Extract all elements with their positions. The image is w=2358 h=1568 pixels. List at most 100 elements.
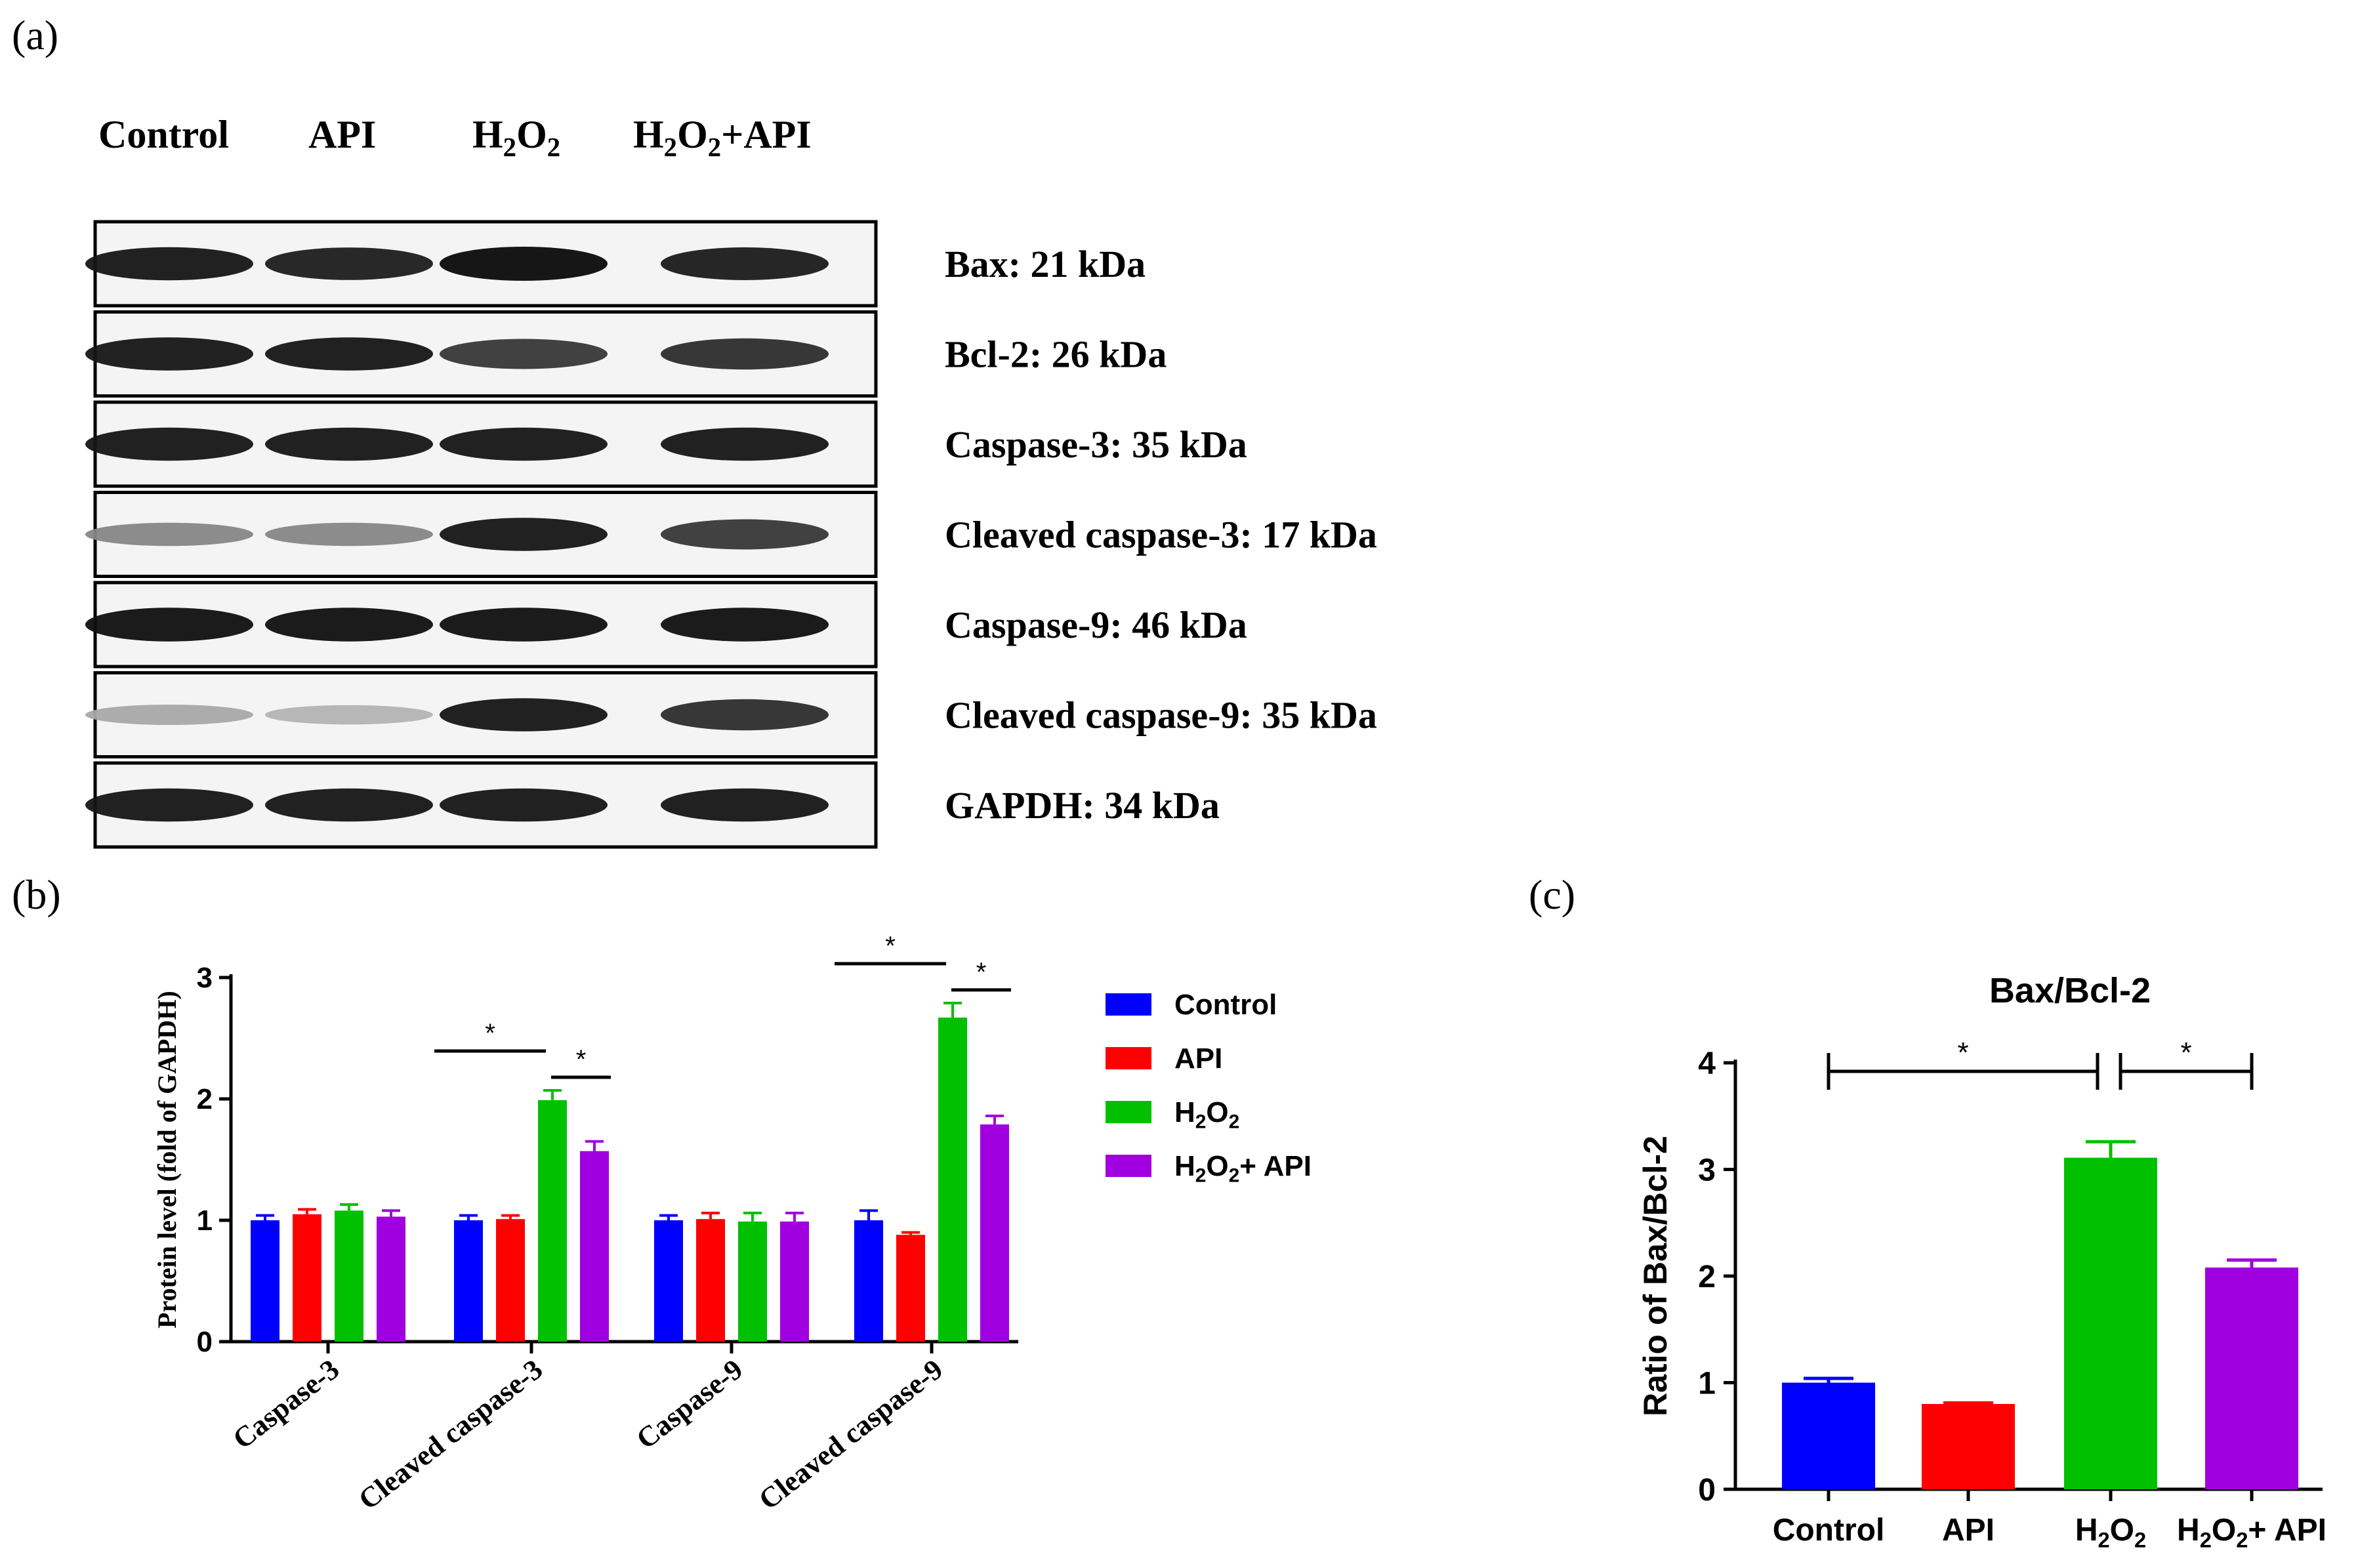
y-axis-label: Ratio of Bax/Bcl-2 — [1637, 1136, 1674, 1416]
legend-label-1-main: API — [1174, 1042, 1222, 1075]
legend-label-3-sub2: 2 — [1229, 1165, 1240, 1187]
legend-label-0: Control — [1174, 989, 1277, 1021]
blot-band — [661, 519, 829, 550]
blot-band — [85, 427, 253, 461]
blot-band — [440, 698, 608, 732]
legend: Control API H2O2 H2O2+ API — [1106, 989, 1312, 1187]
y-tick-label: 4 — [1698, 1046, 1716, 1081]
lane-label-2-sub2: 2 — [547, 133, 560, 162]
significance-star: * — [1957, 1037, 1968, 1069]
legend-label-3: H2O2+ API — [1174, 1150, 1312, 1187]
y-tick-label: 1 — [197, 1205, 213, 1237]
lane-label-2-mid: O — [516, 113, 547, 156]
panel-label-b: (b) — [12, 871, 61, 918]
blot-band — [440, 427, 608, 461]
blot-row — [85, 761, 878, 849]
lane-label-3-sub1: 2 — [664, 133, 677, 162]
blot-band — [85, 522, 253, 547]
legend-swatch — [1106, 993, 1151, 1016]
blot-band — [265, 522, 433, 547]
blot-band — [661, 338, 829, 370]
blot-band — [440, 788, 608, 822]
legend-label-2-sub2: 2 — [1229, 1111, 1240, 1133]
blot-label: GAPDH: 34 kDa — [945, 784, 1220, 827]
blot-band — [661, 427, 829, 461]
bar — [454, 1220, 483, 1342]
blot-band — [265, 427, 433, 461]
x-tick-label-1-main: API — [1942, 1513, 1995, 1548]
legend-label-2-sub1: 2 — [1195, 1111, 1207, 1133]
legend-label-3-mid: O — [1206, 1150, 1228, 1182]
x-tick-label-1: API — [1942, 1513, 1995, 1548]
significance-star: * — [576, 1045, 587, 1074]
blot-row — [85, 220, 878, 308]
bar — [580, 1151, 609, 1342]
bar — [377, 1216, 405, 1342]
lane-label-3-tail: +API — [721, 113, 812, 156]
y-tick-label: 3 — [197, 962, 213, 994]
blot-band — [440, 608, 608, 642]
bar — [538, 1100, 567, 1342]
lane-label-0: Control — [98, 113, 229, 156]
legend-swatch — [1106, 1047, 1151, 1069]
y-tick-label: 2 — [1698, 1260, 1716, 1294]
legend-label-1: API — [1174, 1042, 1222, 1075]
significance-star: * — [976, 958, 987, 987]
legend-label-0-main: Control — [1174, 989, 1277, 1021]
x-tick-label-2-mid: O — [2110, 1513, 2134, 1548]
significance-star: * — [485, 1019, 495, 1048]
y-tick-label: 0 — [1698, 1473, 1716, 1508]
y-tick-label: 2 — [197, 1083, 213, 1115]
y-tick-label: 0 — [197, 1326, 213, 1358]
blot-label: Bax: 21 kDa — [945, 243, 1146, 285]
lane-label-3: H2O2+API — [633, 113, 812, 162]
blot-band — [265, 608, 433, 642]
bar — [938, 1018, 967, 1342]
lane-label-3-mid: O — [677, 113, 708, 156]
blot-band — [265, 247, 433, 280]
blot-band — [265, 337, 433, 371]
significance-star: * — [885, 932, 896, 960]
blot-row — [85, 310, 878, 398]
y-tick-label: 1 — [1698, 1367, 1716, 1401]
bar — [335, 1210, 363, 1342]
blot-label: Caspase-3: 35 kDa — [945, 423, 1247, 466]
x-tick-label-2-sub2: 2 — [2134, 1528, 2146, 1552]
bax-bcl2-ratio-chart: Bax/Bcl-2 0 1 2 3 4 Ratio of Bax/Bcl-2 Control A… — [1637, 971, 2327, 1552]
blot-band — [85, 337, 253, 371]
bar — [738, 1221, 767, 1342]
legend-label-3-sub1: 2 — [1195, 1165, 1207, 1187]
bar — [1922, 1404, 2015, 1489]
legend-swatch — [1106, 1101, 1151, 1123]
legend-label-2-mid: O — [1206, 1096, 1228, 1128]
lane-label-1: API — [308, 113, 376, 156]
lane-label-2-sub1: 2 — [503, 133, 516, 162]
blot-row — [85, 581, 878, 669]
blot-row — [85, 491, 878, 578]
lane-label-3-sub2: 2 — [708, 133, 721, 162]
bar — [896, 1235, 925, 1342]
chart-title: Bax/Bcl-2 — [1989, 971, 2151, 1010]
blot-band — [440, 518, 608, 551]
protein-level-chart: 0 1 2 3 Protein level (fold of GAPDH) Caspase… — [152, 932, 1312, 1516]
y-axis-label: Protein level (fold of GAPDH) — [152, 991, 182, 1329]
legend-label-3-tail: + API — [1239, 1150, 1312, 1182]
blot-label: Cleaved caspase-9: 35 kDa — [945, 694, 1377, 737]
x-tick-label-2-sub1: 2 — [2098, 1528, 2110, 1552]
legend-swatch — [1106, 1155, 1151, 1177]
blot-band — [265, 788, 433, 822]
blot-band — [85, 247, 253, 281]
x-tick-label: Caspase-9 — [631, 1353, 749, 1455]
blot-band — [85, 608, 253, 642]
bar — [2205, 1268, 2298, 1489]
x-tick-label-0: Control — [1773, 1513, 1885, 1548]
legend-label-2: H2O2 — [1174, 1096, 1239, 1133]
blot-band — [661, 608, 829, 642]
y-tick-label: 3 — [1698, 1153, 1716, 1188]
blot-row — [85, 671, 878, 758]
lane-label-2: H2O2 — [472, 113, 560, 162]
x-tick-label: Caspase-3 — [227, 1353, 345, 1455]
blot-band — [85, 788, 253, 822]
bar — [251, 1220, 279, 1342]
